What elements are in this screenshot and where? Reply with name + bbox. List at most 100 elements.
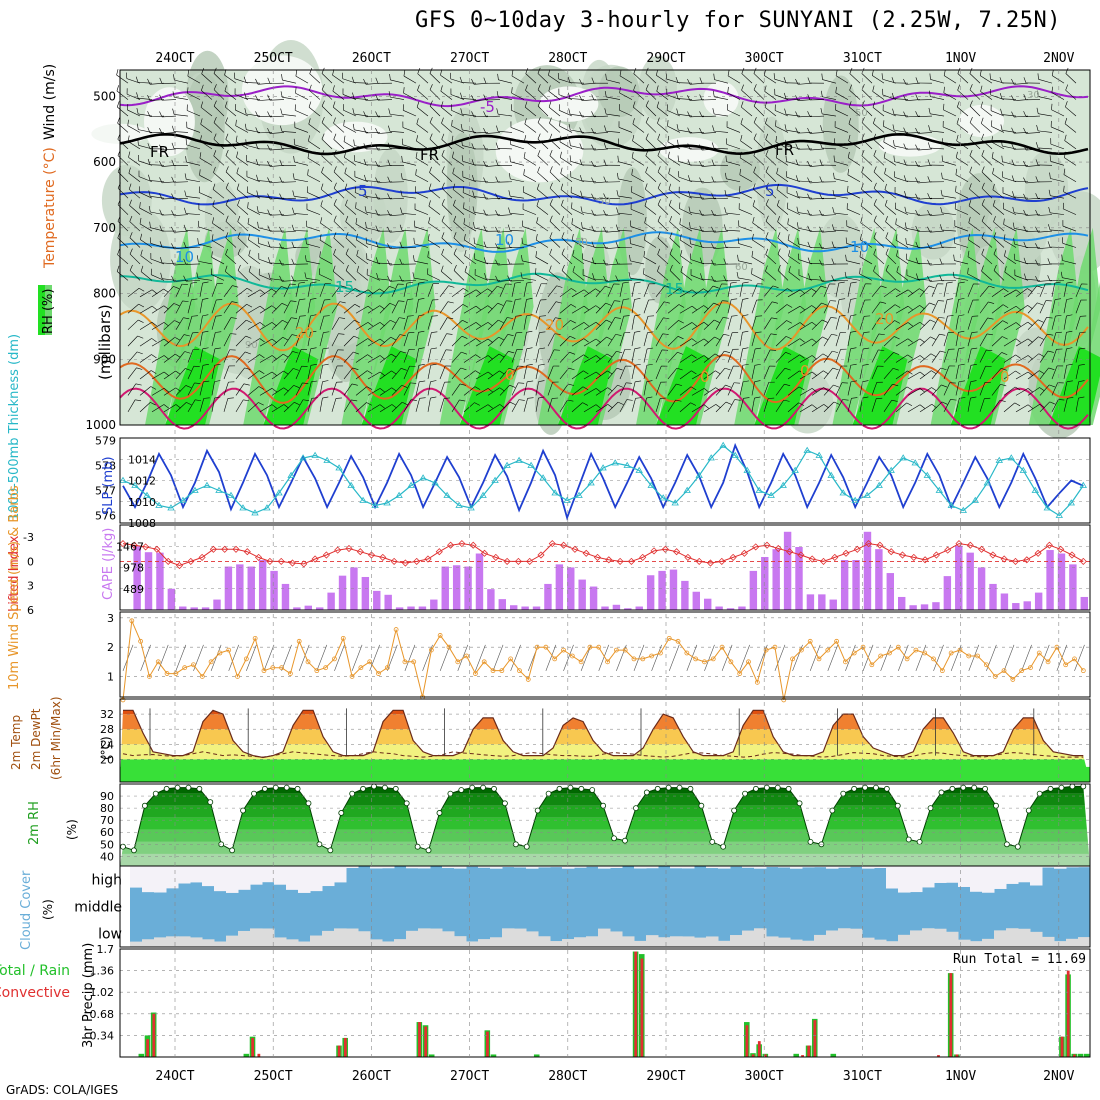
wind-barb xyxy=(441,237,453,248)
wind-barb xyxy=(631,398,636,412)
wind-barb xyxy=(873,188,885,199)
temp-base-band xyxy=(120,766,1090,782)
wind-barb-flag xyxy=(375,177,379,183)
wind-speed-marker xyxy=(931,656,936,662)
wind-barb-flag xyxy=(471,159,475,166)
wind-speed-marker xyxy=(279,665,284,671)
wind-barb-flag xyxy=(957,67,961,74)
wind-barb-flag xyxy=(831,241,835,248)
wind-barb-flag xyxy=(777,216,780,222)
wind-barb-flag xyxy=(321,100,325,107)
wind-barb-flag xyxy=(1061,254,1063,261)
wind-barb xyxy=(321,172,333,182)
wind-barb xyxy=(882,110,897,117)
wind-barb-flag xyxy=(159,177,163,183)
wind-barb-flag xyxy=(255,159,259,165)
wind-barb xyxy=(571,402,583,413)
lifted-index-marker xyxy=(435,548,443,556)
wind-barb xyxy=(415,348,419,363)
wind-barb xyxy=(738,277,753,281)
wind-barb xyxy=(823,401,835,413)
wind-barb-flag xyxy=(271,338,277,343)
wind-barb xyxy=(657,188,669,199)
wind-barb-flag xyxy=(617,384,624,388)
wind-barb xyxy=(475,404,489,413)
wind-barb xyxy=(1050,229,1065,232)
wind-barb xyxy=(833,280,849,282)
wind-barb-flag xyxy=(628,272,631,279)
wind-barb-flag xyxy=(333,166,337,173)
wind-barb xyxy=(618,280,633,282)
wind-barb xyxy=(309,90,321,100)
lifted-index-marker xyxy=(593,553,602,561)
wind-barb-flag xyxy=(712,125,715,132)
wind-barb-flag xyxy=(711,226,715,233)
wind-barb-flag xyxy=(872,101,876,108)
wind-barb xyxy=(344,157,357,166)
wind-barb xyxy=(777,253,789,265)
lifted-index-marker xyxy=(458,540,466,548)
wind-barb xyxy=(307,174,321,183)
wind-barb-flag xyxy=(225,117,228,124)
rh-marker xyxy=(742,790,748,797)
wind-barb-flag xyxy=(714,319,720,323)
wind-barb-flag xyxy=(1001,352,1008,355)
wind-barb xyxy=(885,237,897,248)
wind-barb-flag xyxy=(807,193,811,200)
rh-marker xyxy=(556,785,563,792)
wind-barb-flag xyxy=(224,85,227,92)
cloud-high-block xyxy=(310,866,323,892)
wind-barb-flag xyxy=(981,166,985,173)
wind-barb-flag xyxy=(629,254,631,261)
wind-barb-flag xyxy=(116,265,120,272)
wind-barb-flag xyxy=(755,347,762,350)
wind-barb xyxy=(595,387,608,396)
rh-saturated-band xyxy=(852,346,908,425)
wind-barb xyxy=(643,365,648,380)
wind-barb xyxy=(439,365,446,380)
wind-barb-flag xyxy=(345,248,349,255)
isotherm-label: 0 xyxy=(1000,368,1010,386)
wind-barb xyxy=(572,239,585,248)
wind-barb xyxy=(633,90,645,100)
wind-barb xyxy=(414,277,429,281)
wind-barb-flag xyxy=(1064,134,1067,141)
wind-barb-flag xyxy=(1000,124,1003,131)
wind-barb xyxy=(1051,332,1057,347)
wind-barb-flag xyxy=(1015,354,1021,359)
wind-barb-flag xyxy=(819,275,823,282)
wind-barb-flag xyxy=(568,383,575,386)
wind-barb xyxy=(463,305,477,314)
wind-barb xyxy=(547,365,554,380)
cape-bar xyxy=(224,566,233,610)
wind-barb xyxy=(667,367,678,380)
wind-barb xyxy=(377,99,393,101)
wind-barb-flag xyxy=(172,91,175,98)
wind-barb-flag xyxy=(645,183,648,190)
cloud-low-block xyxy=(250,928,263,947)
wind-barb xyxy=(835,332,841,347)
wind-barb xyxy=(1002,192,1017,199)
wind-barb-flag xyxy=(248,233,250,240)
wind-barb-flag xyxy=(821,90,823,97)
wind-barb xyxy=(511,283,516,297)
wind-barb xyxy=(896,255,909,265)
wind-speed-marker xyxy=(983,662,989,668)
wind-speed-marker xyxy=(710,656,716,662)
wind-barb-flag xyxy=(1015,322,1021,327)
wind-barb-flag xyxy=(267,111,271,118)
cloud-low-block xyxy=(190,937,203,947)
wind-barb-flag xyxy=(116,69,119,76)
lifted-index-marker xyxy=(966,541,974,549)
wind-barb-flag xyxy=(148,206,151,213)
thickness-marker xyxy=(1007,454,1016,461)
thickness-marker xyxy=(203,481,211,488)
wind-barb-flag xyxy=(403,87,405,94)
dewpoint-line xyxy=(122,751,1084,758)
wind-barb xyxy=(1039,333,1048,347)
thickness-marker xyxy=(875,481,883,488)
wind-barb-flag xyxy=(195,399,202,402)
wind-barb-flag xyxy=(904,206,907,213)
wind-barb-flag xyxy=(832,207,835,214)
wind-barb xyxy=(271,370,284,380)
